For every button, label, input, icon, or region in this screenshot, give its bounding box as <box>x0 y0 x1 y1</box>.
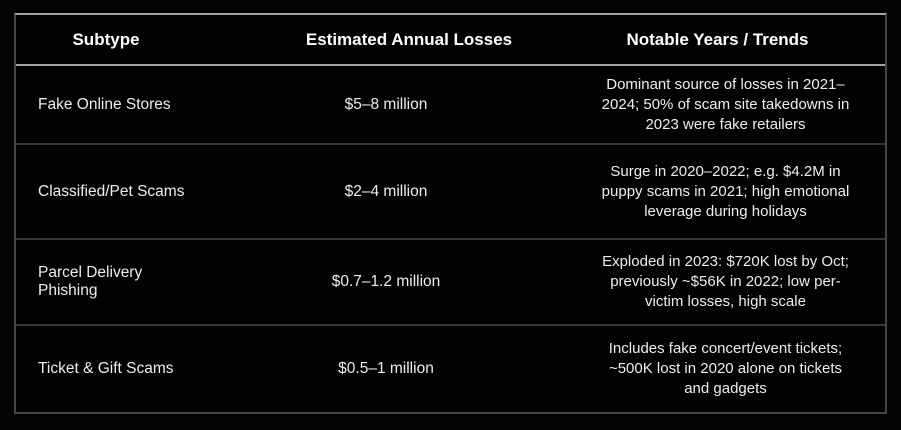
losses-cell: $0.5–1 million <box>338 359 434 377</box>
table-row-classified-pet-scams: Classified/Pet Scams $2–4 million Surge … <box>16 144 885 239</box>
trends-cell: Dominant source of losses in 2021–2024; … <box>576 65 885 144</box>
subtype-cell: Ticket & Gift Scams <box>38 359 174 377</box>
table-row-parcel-delivery-phishing: Parcel Delivery Phishing $0.7–1.2 millio… <box>16 239 885 324</box>
trends-cell: Surge in 2020–2022; e.g. $4.2M in puppy … <box>576 144 885 239</box>
column-header-subtype: Subtype <box>16 15 196 66</box>
column-header-notable-years-trends: Notable Years / Trends <box>576 15 885 66</box>
trends-text: Exploded in 2023: $720K lost by Oct; pre… <box>602 253 849 311</box>
trends-text: Dominant source of losses in 2021–2024; … <box>601 75 850 133</box>
losses-cell: $5–8 million <box>344 95 428 113</box>
table-row-ticket-gift-scams: Ticket & Gift Scams $0.5–1 million Inclu… <box>16 324 885 412</box>
losses-cell: $2–4 million <box>344 182 428 200</box>
trends-cell: Includes fake concert/event tickets; ~50… <box>576 325 885 412</box>
trends-text: Surge in 2020–2022; e.g. $4.2M in puppy … <box>601 162 850 220</box>
subtype-cell: Classified/Pet Scams <box>38 182 185 200</box>
data-table: Subtype Estimated Annual Losses Notable … <box>16 15 885 412</box>
header-row: Subtype Estimated Annual Losses Notable … <box>16 15 885 66</box>
scam-losses-table: Subtype Estimated Annual Losses Notable … <box>14 13 887 414</box>
trends-text: Includes fake concert/event tickets; ~50… <box>608 339 843 397</box>
column-header-estimated-annual-losses: Estimated Annual Losses <box>196 15 576 66</box>
trends-cell: Exploded in 2023: $720K lost by Oct; pre… <box>576 239 885 324</box>
subtype-cell: Parcel Delivery Phishing <box>38 264 143 300</box>
losses-cell: $0.7–1.2 million <box>331 273 441 291</box>
subtype-cell: Fake Online Stores <box>38 95 171 113</box>
table-row-fake-online-stores: Fake Online Stores $5–8 million Dominant… <box>16 65 885 144</box>
